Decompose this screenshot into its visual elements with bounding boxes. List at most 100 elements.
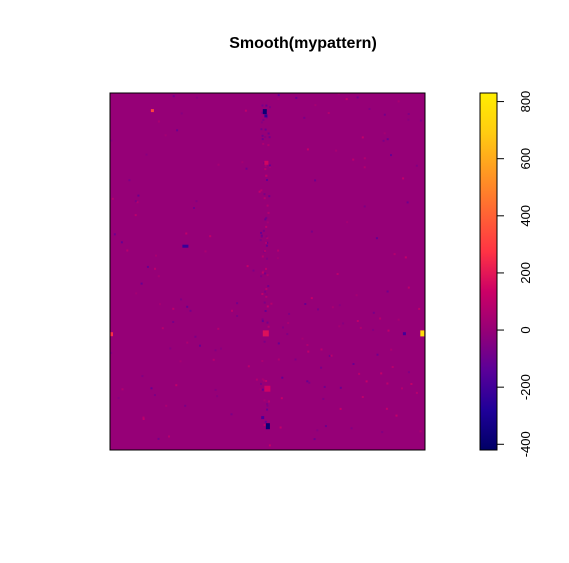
heatmap-cell xyxy=(266,321,269,324)
heatmap-cell xyxy=(193,207,195,209)
heatmap-cell xyxy=(307,350,310,353)
heatmap-cell xyxy=(264,136,267,139)
heatmap-cell xyxy=(410,383,413,385)
heatmap-cell xyxy=(310,297,313,300)
heatmap-cell xyxy=(157,275,160,278)
heatmap-cell xyxy=(189,309,192,312)
heatmap-cell xyxy=(265,293,268,296)
heatmap-cell xyxy=(110,332,113,337)
heatmap-cell xyxy=(260,121,263,124)
heatmap-cell xyxy=(263,424,266,426)
heatmap-cell xyxy=(262,118,265,121)
heatmap-cell xyxy=(266,404,269,407)
heatmap-cell xyxy=(261,378,264,381)
heatmap-cell xyxy=(180,112,183,115)
heatmap-cell xyxy=(358,372,361,375)
heatmap-cell xyxy=(137,194,140,197)
heatmap-cell xyxy=(110,139,113,142)
heatmap-cell xyxy=(372,311,375,314)
heatmap-cell xyxy=(382,139,385,142)
heatmap-cell xyxy=(407,113,410,115)
heatmap-cell xyxy=(111,197,114,200)
heatmap-cell xyxy=(153,394,156,397)
heatmap-cell xyxy=(236,315,239,317)
heatmap-cell xyxy=(303,116,306,119)
heatmap-cell xyxy=(230,413,233,416)
heatmap-cell xyxy=(262,142,265,145)
heatmap-cell xyxy=(306,148,309,151)
heatmap-cell xyxy=(260,235,263,238)
heatmap-cell xyxy=(267,325,270,328)
chart-title: Smooth(mypattern) xyxy=(229,35,377,52)
heatmap-features xyxy=(110,93,425,447)
heatmap-cell xyxy=(267,285,270,288)
heatmap-cell xyxy=(134,200,137,203)
heatmap-cell xyxy=(338,325,341,328)
heatmap-cell xyxy=(269,165,271,168)
heatmap-cell xyxy=(264,272,267,275)
heatmap-cell xyxy=(380,372,383,375)
heatmap-cell xyxy=(182,244,189,248)
heatmap-cell xyxy=(279,426,282,429)
colorbar-frame xyxy=(479,92,498,451)
heatmap-cell xyxy=(263,340,266,343)
heatmap-cell xyxy=(265,241,268,244)
heatmap-cell xyxy=(154,267,156,270)
heatmap-cell xyxy=(262,330,269,337)
heatmap-cell xyxy=(261,416,265,420)
heatmap-cell xyxy=(195,96,198,99)
heatmap-cell xyxy=(330,354,333,357)
heatmap-cell xyxy=(184,404,187,407)
heatmap-cell xyxy=(146,265,149,268)
plot-frame xyxy=(109,92,426,451)
heatmap-cell xyxy=(214,388,217,391)
heatmap-cell xyxy=(363,205,366,208)
heatmap-cell xyxy=(266,305,269,308)
heatmap-cell xyxy=(265,174,268,177)
heatmap-cell xyxy=(266,179,268,181)
heatmap-cell xyxy=(195,200,198,203)
heatmap-cell xyxy=(260,234,263,237)
heatmap-cell xyxy=(361,136,364,139)
heatmap-cell xyxy=(264,218,267,221)
heatmap-cell xyxy=(209,235,212,238)
heatmap-cell xyxy=(386,290,389,293)
heatmap-cell xyxy=(386,382,389,385)
heatmap-cell xyxy=(172,321,175,323)
heatmap-cell xyxy=(255,378,258,381)
heatmap-cell xyxy=(363,157,366,160)
heatmap-cell xyxy=(324,425,327,428)
heatmap-cell xyxy=(365,380,368,383)
heatmap-cell xyxy=(265,235,268,238)
heatmap-cell xyxy=(265,295,268,298)
heatmap-cell xyxy=(295,96,298,99)
heatmap-cell xyxy=(261,318,264,321)
heatmap-cell xyxy=(217,163,220,166)
heatmap-cell xyxy=(356,96,359,99)
heatmap-cell xyxy=(266,221,269,224)
heatmap-cell xyxy=(316,429,319,432)
heatmap-cell xyxy=(352,363,355,365)
heatmap-cell xyxy=(314,104,317,107)
heatmap-cell xyxy=(268,444,271,447)
colorbar-tick-label: 200 xyxy=(518,262,533,284)
heatmap-cell xyxy=(264,164,267,167)
heatmap-cell xyxy=(407,371,410,374)
heatmap-cell xyxy=(286,333,289,336)
heatmap-cell xyxy=(161,327,164,330)
colorbar-ramp xyxy=(480,93,497,450)
heatmap-cell xyxy=(268,195,271,198)
heatmap-cell xyxy=(266,257,268,260)
heatmap-cell xyxy=(355,294,358,297)
heatmap-cell xyxy=(175,384,178,387)
heatmap-cell xyxy=(404,256,407,259)
colorbar-tick-label: -400 xyxy=(518,431,533,457)
heatmap-cell xyxy=(194,335,197,338)
heatmap-cell xyxy=(140,282,143,285)
heatmap-cell xyxy=(260,275,263,278)
heatmap-cell xyxy=(415,391,418,394)
heatmap-cell xyxy=(150,109,154,113)
heatmap-cell xyxy=(266,236,269,239)
heatmap-cell xyxy=(368,108,371,110)
heatmap-cell xyxy=(280,397,283,400)
